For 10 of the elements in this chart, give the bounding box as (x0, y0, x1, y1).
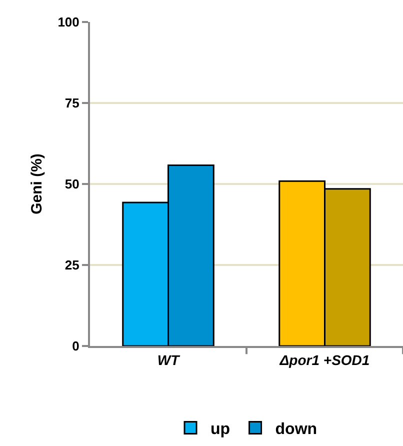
x-tick-label: WT (157, 352, 181, 368)
y-tick-label: 25 (64, 258, 80, 273)
y-axis-title: Geni (%) (28, 154, 46, 214)
y-tick-label: 75 (64, 96, 80, 111)
y-tick-label: 0 (72, 338, 80, 354)
legend-label: up (210, 420, 230, 438)
y-tick-label: 100 (58, 14, 80, 30)
legend-label: down (275, 420, 318, 438)
x-tick-label: Δpor1 +SOD1 (278, 352, 370, 368)
y-tick-label: 50 (64, 176, 80, 192)
